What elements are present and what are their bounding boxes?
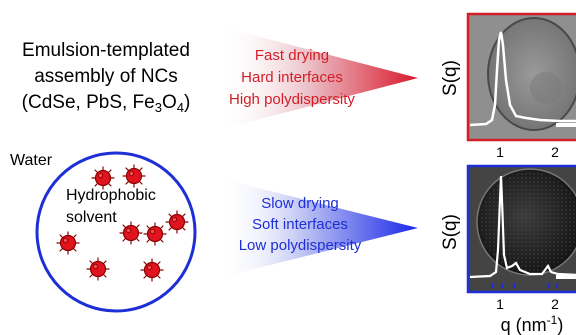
top-y-axis-label: S(q)	[440, 60, 461, 96]
solvent-label-line-2: solvent	[66, 209, 117, 226]
top-saxs-panel: S(q) 1 2	[440, 12, 576, 160]
top-scale-bar	[556, 123, 576, 127]
bottom-tick-label-2: 2	[551, 296, 559, 312]
nanocrystal	[122, 164, 146, 188]
high-polydispersity-label: High polydispersity	[229, 91, 355, 108]
top-tick-label-2: 2	[551, 144, 559, 160]
soft-interfaces-label: Soft interfaces	[252, 216, 348, 233]
title-text-block: Emulsion-templated assembly of NCs (CdSe…	[22, 40, 191, 115]
nanocrystal	[56, 231, 80, 255]
title-line-3: (CdSe, PbS, Fe3O4)	[22, 92, 191, 115]
bottom-peak-markers	[491, 283, 558, 288]
top-tick-label-1: 1	[496, 144, 504, 160]
droplet-boundary	[35, 151, 197, 313]
title-line-2: assembly of NCs	[34, 66, 178, 87]
hard-interfaces-label: Hard interfaces	[241, 69, 343, 86]
bottom-saxs-panel: S(q) 1 2 q (nm-1)	[440, 164, 576, 335]
fast-drying-label: Fast drying	[255, 47, 329, 64]
slow-drying-labels: Slow drying Soft interfaces Low polydisp…	[239, 195, 362, 254]
solvent-label-line-1: Hydrophobic	[66, 187, 156, 204]
title-line-1: Emulsion-templated	[22, 40, 190, 61]
water-label: Water	[10, 152, 53, 169]
peak-marker	[548, 283, 550, 288]
low-polydispersity-label: Low polydispersity	[239, 237, 362, 254]
peak-marker	[513, 283, 515, 288]
bottom-tick-label-1: 1	[496, 296, 504, 312]
peak-marker	[501, 283, 503, 288]
emulsion-droplet: Water Hydrophobic solvent	[10, 151, 197, 313]
bottom-scattering-curve	[469, 175, 576, 279]
top-scattering-curve	[469, 31, 576, 127]
peak-marker	[491, 283, 493, 288]
nanocrystal	[140, 258, 164, 282]
top-panel-border	[466, 12, 576, 142]
bottom-y-axis-label: S(q)	[440, 214, 461, 250]
nanocrystal	[91, 166, 115, 190]
bottom-scale-bar	[556, 275, 576, 279]
x-axis-label: q (nm-1)	[501, 313, 564, 335]
peak-marker	[556, 283, 558, 288]
red-arrow-shape	[218, 26, 418, 130]
slow-drying-label: Slow drying	[261, 195, 339, 212]
fast-drying-labels: Fast drying Hard interfaces High polydis…	[229, 47, 355, 108]
blue-arrow-shape	[218, 178, 418, 278]
nanocrystal-particles	[56, 164, 189, 282]
top-supraparticle-defect	[530, 72, 562, 104]
nanocrystal	[86, 257, 110, 281]
nanocrystal	[143, 222, 167, 246]
nanocrystal	[165, 210, 189, 234]
nanocrystal	[119, 221, 143, 245]
bottom-supraparticle-lattice	[480, 172, 576, 272]
bottom-panel-border	[466, 164, 576, 294]
